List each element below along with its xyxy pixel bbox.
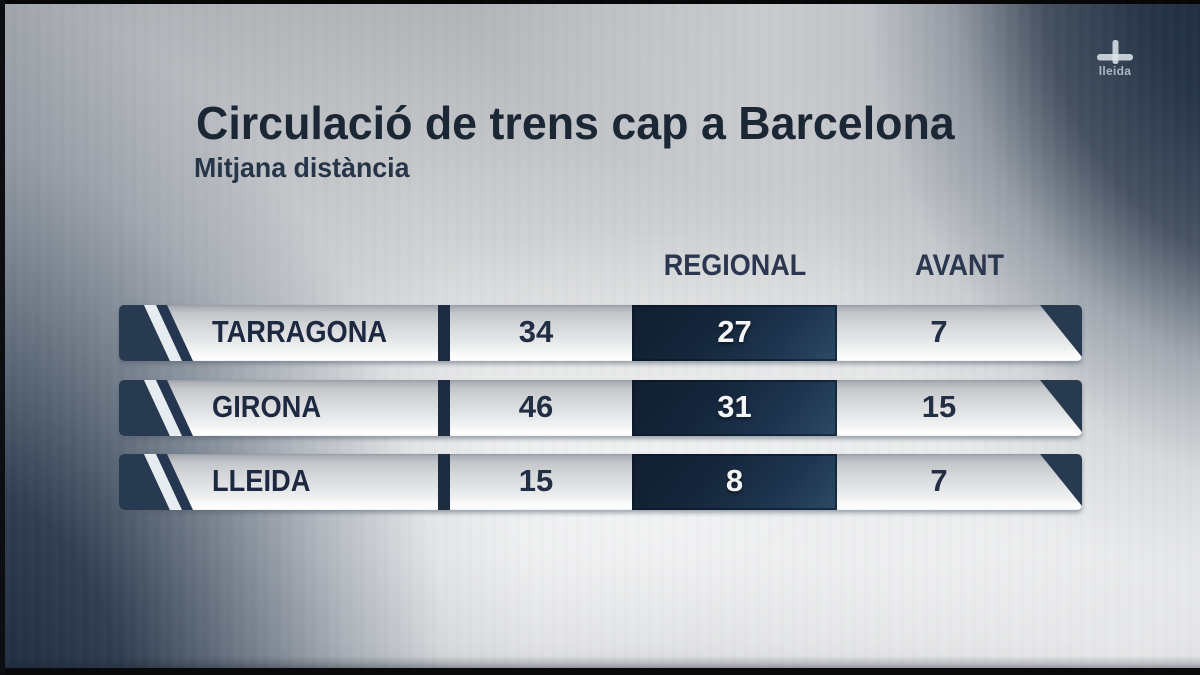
svg-text:lleida: lleida: [1099, 64, 1132, 78]
